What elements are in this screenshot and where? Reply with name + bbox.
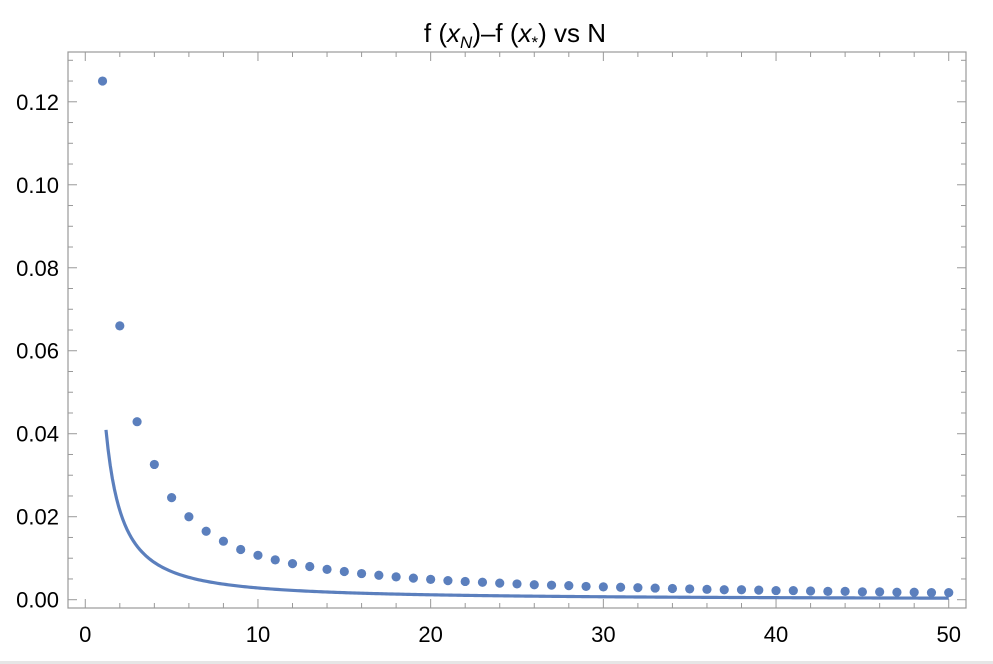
data-point <box>650 583 660 593</box>
y-tick-label: 0.06 <box>16 339 59 364</box>
data-point <box>512 579 522 589</box>
data-point <box>857 587 867 597</box>
data-point <box>287 559 298 569</box>
title-sub-n: N <box>460 33 473 52</box>
data-point <box>356 568 367 579</box>
y-tick-label: 0.02 <box>16 505 59 530</box>
data-point <box>132 417 142 427</box>
x-tick-label: 40 <box>764 622 788 647</box>
y-tick-label: 0.10 <box>16 173 59 198</box>
data-point <box>391 572 401 582</box>
data-point <box>805 586 816 596</box>
bottom-strip <box>0 661 993 664</box>
y-tick-label: 0.00 <box>16 588 59 613</box>
data-point <box>581 581 591 592</box>
plot-frame <box>67 51 967 609</box>
data-point <box>443 576 453 586</box>
data-point <box>754 585 764 595</box>
data-point <box>236 544 246 555</box>
data-point <box>546 580 557 590</box>
data-point <box>926 588 937 598</box>
data-point <box>702 584 712 594</box>
data-point <box>305 561 315 572</box>
data-point <box>201 526 211 536</box>
data-point <box>322 564 332 575</box>
data-point <box>823 586 833 597</box>
data-point <box>633 583 643 593</box>
title-sub-star: * <box>532 33 539 52</box>
data-point <box>495 578 505 588</box>
title-var-x2: x <box>517 18 533 48</box>
data-point <box>564 580 574 591</box>
plot-layer <box>97 76 954 600</box>
title-part-minus: )–f ( <box>472 18 519 48</box>
title-part-vs-n: ) vs N <box>538 18 606 48</box>
data-point <box>529 580 539 590</box>
data-point <box>115 321 125 331</box>
chart-title: f (xN)–f (x*) vs N <box>424 18 606 52</box>
data-point <box>736 585 747 595</box>
x-tick-label: 10 <box>246 622 270 647</box>
data-point <box>167 493 177 503</box>
x-tick-label: 50 <box>936 622 960 647</box>
fit-curve <box>104 429 949 600</box>
data-point <box>460 576 470 587</box>
data-point <box>218 536 229 546</box>
data-point <box>909 587 919 597</box>
data-point <box>944 588 954 598</box>
data-point <box>184 512 194 522</box>
data-point <box>426 574 436 584</box>
x-tick-label: 30 <box>591 622 615 647</box>
data-point <box>892 587 902 597</box>
y-tick-label: 0.12 <box>16 90 59 115</box>
data-point <box>97 76 108 86</box>
data-point <box>408 573 418 583</box>
y-tick-label: 0.08 <box>16 256 59 281</box>
data-point <box>719 585 729 595</box>
data-point <box>875 587 885 597</box>
data-point <box>788 585 798 596</box>
data-point <box>667 583 678 594</box>
data-point <box>840 586 850 597</box>
data-point <box>339 566 349 577</box>
data-point <box>270 555 280 565</box>
y-tick-label: 0.04 <box>16 422 59 447</box>
data-point <box>374 570 384 580</box>
data-point <box>685 584 695 594</box>
title-var-x: x <box>445 18 461 48</box>
data-point <box>149 459 159 470</box>
x-tick-label: 20 <box>418 622 442 647</box>
data-point <box>253 550 263 560</box>
data-point <box>598 582 608 592</box>
tick-labels-layer: 0 10 20 30 40 50 0.00 0.02 0.04 0.06 0.08 0.10 0.12 <box>16 90 961 647</box>
x-tick-label: 0 <box>79 622 91 647</box>
data-point <box>771 585 781 596</box>
data-point <box>477 577 488 587</box>
ticks-layer <box>68 52 966 608</box>
data-point <box>616 582 626 592</box>
title-part-f-open: f ( <box>424 18 447 48</box>
